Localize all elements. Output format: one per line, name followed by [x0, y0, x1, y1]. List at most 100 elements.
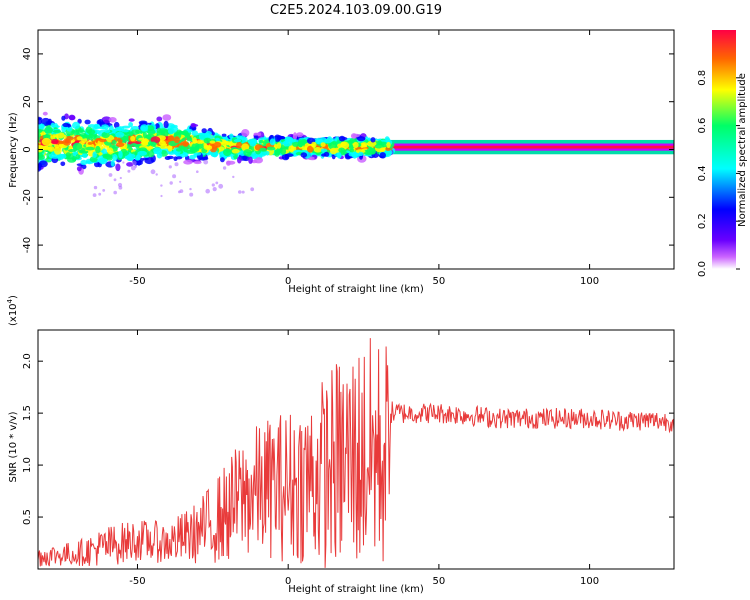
- spectrogram-cell: [110, 160, 115, 167]
- spectrogram-cell: [285, 153, 294, 157]
- spectrogram-cell: [274, 134, 281, 142]
- y-tick-label: 1.0: [22, 457, 33, 473]
- spectrogram-cell: [383, 149, 393, 156]
- x-tick-label: 50: [433, 276, 446, 287]
- spectrogram-cell: [223, 148, 232, 157]
- spectrogram-cell: [150, 141, 157, 147]
- x-tick-label: -50: [129, 576, 145, 587]
- spectrogram-cell: [131, 126, 139, 130]
- spectrogram-cell: [237, 156, 242, 164]
- spectrogram-outlier: [160, 184, 163, 187]
- spectrogram-cell: [61, 115, 66, 121]
- spectrogram-cell: [269, 138, 276, 146]
- y-tick-label: 20: [22, 95, 33, 108]
- spectrogram-cell: [374, 144, 385, 149]
- spectrogram-outlier: [98, 192, 102, 196]
- spectrogram-cell: [338, 135, 346, 142]
- spectrogram-heatmap: [38, 111, 674, 198]
- spectrogram-cell: [173, 136, 180, 144]
- spectrogram-cell: [259, 139, 264, 144]
- spectrogram-cell: [72, 121, 80, 129]
- spectrogram-outlier: [169, 181, 173, 185]
- y-tick-label: 2.0: [22, 353, 33, 369]
- spectrogram-y-ticks: -40 -20 0 20 40: [22, 48, 674, 253]
- spectrogram-cell: [38, 162, 42, 168]
- spectrogram-cell: [349, 148, 355, 153]
- spectrogram-outlier: [131, 160, 137, 166]
- snr-y-label: SNR (10 * v/v): [8, 411, 19, 482]
- spectrogram-cell: [44, 126, 53, 134]
- spectrogram-cell: [163, 120, 169, 129]
- spectrogram-cell: [221, 140, 230, 146]
- spectrogram-cell: [231, 148, 240, 154]
- y-tick-label: 40: [22, 48, 33, 61]
- spectrogram-cell: [41, 117, 51, 126]
- spectrogram-outlier: [150, 169, 156, 175]
- spectrogram-cell: [85, 146, 95, 151]
- spectrogram-cell: [162, 114, 172, 121]
- spectrogram-cell: [226, 160, 236, 165]
- spectrogram-outlier: [222, 166, 227, 170]
- spectrogram-cell: [386, 141, 391, 149]
- spectrogram-cell: [128, 122, 134, 128]
- spectrogram-cell: [130, 135, 136, 142]
- y-tick-label: 0: [22, 146, 33, 152]
- snr-y-ticks: 0.5 1.0 1.5 2.0: [22, 353, 674, 525]
- spectrogram-outlier: [93, 185, 98, 190]
- spectrogram-cell: [118, 150, 123, 159]
- spectrogram-cell: [361, 143, 367, 148]
- spectrogram-cell: [65, 152, 72, 158]
- spectrogram-outlier: [203, 159, 209, 165]
- spectrogram-cell: [331, 140, 337, 145]
- colorbar-tick-label: 0.0: [697, 261, 708, 277]
- spectrogram-cell: [337, 143, 343, 148]
- spectrogram-cell: [128, 131, 134, 137]
- spectrogram-cell: [88, 124, 96, 128]
- spectrogram-outlier: [215, 181, 219, 185]
- spectrogram-cell: [221, 133, 227, 137]
- spectrogram-cell: [92, 151, 97, 158]
- spectrogram-cell: [189, 154, 196, 160]
- spectrogram-cell: [38, 123, 45, 129]
- spectrogram-cell: [56, 132, 65, 139]
- spectrogram-cell: [41, 137, 52, 146]
- spectrogram-cell: [113, 121, 120, 129]
- spectrogram-cell: [348, 152, 355, 157]
- figure-title: C2E5.2024.103.09.00.G19: [270, 3, 442, 18]
- spectrogram-cell: [142, 130, 147, 139]
- spectrogram-cell: [203, 145, 213, 151]
- spectrogram-cell: [292, 141, 300, 147]
- spectrogram-cell: [300, 139, 308, 144]
- spectrogram-outlier: [108, 173, 113, 177]
- spectrogram-outlier: [118, 185, 123, 190]
- spectrogram-cell: [191, 130, 198, 136]
- spectrogram-cell: [131, 129, 140, 136]
- spectrogram-outlier: [174, 162, 179, 167]
- spectrogram-cell: [127, 153, 136, 159]
- spectrogram-cell: [196, 143, 204, 149]
- spectrogram-cell: [158, 140, 166, 146]
- spectrogram-cell: [194, 152, 202, 156]
- snr-series-line: [38, 338, 674, 568]
- spectrogram-cell: [140, 124, 149, 132]
- spectrogram-cell: [243, 149, 252, 157]
- spectrogram-cell: [338, 147, 346, 153]
- x-tick-label: -50: [129, 276, 145, 287]
- spectrogram-outlier: [196, 170, 199, 173]
- spectrogram-cell: [190, 123, 199, 127]
- spectrogram-outlier: [119, 176, 122, 180]
- snr-panel: -50 0 50 100 0.5 1.0 1.5 2.0 Height of straigh…: [6, 295, 675, 595]
- spectrogram-cell: [76, 136, 83, 141]
- spectrogram-cell: [60, 161, 66, 167]
- spectrogram-cell: [104, 129, 111, 134]
- y-tick-label: 1.5: [22, 405, 33, 421]
- spectrogram-outlier: [241, 190, 245, 194]
- spectrogram-cell: [220, 157, 225, 163]
- colorbar: 0.0 0.2 0.4 0.6 0.8 Normalized spectral ampl…: [697, 30, 748, 277]
- spectrogram-outlier: [212, 187, 217, 192]
- x-tick-label: 0: [285, 576, 291, 587]
- spectrogram-outlier: [113, 178, 117, 182]
- spectrogram-cell: [38, 154, 45, 160]
- colorbar-label: Normalized spectral amplitude: [737, 73, 748, 227]
- spectrogram-cell: [95, 145, 101, 154]
